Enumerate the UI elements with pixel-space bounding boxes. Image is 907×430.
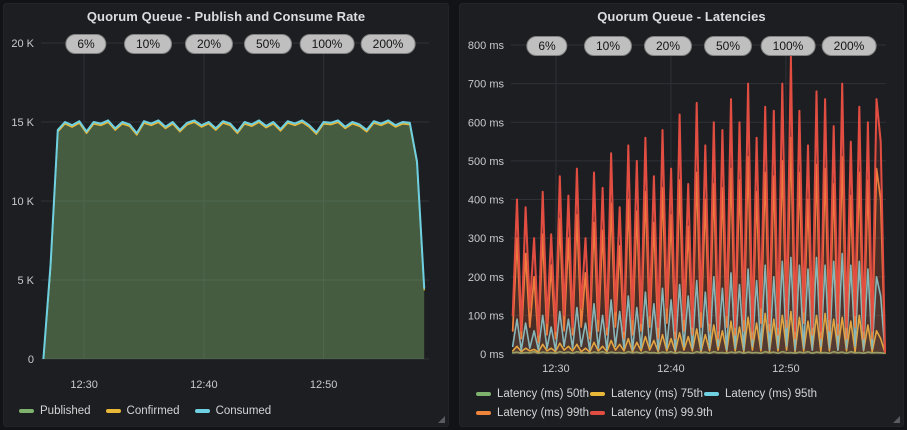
legend-swatch [590,392,605,396]
x-tick-label: 12:50 [310,379,338,391]
annotation-pill-20%[interactable]: 20% [184,34,234,54]
legend-swatch [19,409,34,413]
annotation-pill-50%[interactable]: 50% [703,36,753,56]
rate-chart-canvas[interactable]: 0 5 K 10 K 15 K 20 K 12:30 12:40 12:50 [4,4,450,428]
legend-label: Latency (ms) 95th [725,388,818,400]
x-tick-label: 12:50 [772,363,800,375]
legend-item[interactable]: Latency (ms) 99th [476,407,590,419]
y-tick-label: 20 K [11,38,34,50]
panel-latencies: Quorum Queue - Latencies 0 ms 100 ms 200 m… [459,3,904,427]
legend-item[interactable]: Latency (ms) 95th [704,388,818,400]
latency-chart-canvas[interactable]: 0 ms 100 ms 200 ms 300 ms 400 ms 500 ms 600 ms… [460,4,905,428]
panel-resize-handle[interactable] [438,416,445,423]
y-tick-label: 300 ms [468,233,505,245]
panel-resize-handle[interactable] [893,416,900,423]
series-line [42,119,426,359]
legend-swatch [704,392,719,396]
annotation-pill-200%[interactable]: 200% [821,36,877,56]
series-line [511,55,886,354]
y-tick-label: 0 [28,354,34,366]
y-tick-label: 5 K [17,275,34,287]
legend-swatch [590,411,605,415]
annotation-pill-100%[interactable]: 100% [760,36,816,56]
annotation-pill-20%[interactable]: 20% [643,36,693,56]
legend-item[interactable]: Consumed [194,405,272,417]
annotation-pill-10%[interactable]: 10% [123,34,173,54]
y-tick-label: 700 ms [468,79,505,91]
legend-swatch [105,409,121,413]
annotation-pill-100%[interactable]: 100% [299,34,355,54]
legend-item[interactable]: Published [19,405,91,417]
legend-item[interactable]: Confirmed [105,405,180,417]
annotation-pill-50%[interactable]: 50% [243,34,293,54]
legend-item[interactable]: Latency (ms) 50th [476,388,590,400]
annotation-pill-200%[interactable]: 200% [360,34,416,54]
legend-label: Published [40,405,91,417]
latency-chart-legend: Latency (ms) 50th Latency (ms) 75th Latenc… [476,388,818,419]
legend-item[interactable]: Latency (ms) 99.9th [590,407,713,419]
series-line [511,350,886,354]
x-tick-label: 12:30 [70,379,98,391]
y-tick-label: 100 ms [468,310,505,322]
series-fill [43,121,425,359]
panel-title[interactable]: Quorum Queue - Publish and Consume Rate [86,9,366,24]
panel-title[interactable]: Quorum Queue - Latencies [597,9,766,24]
annotation-pill-6%[interactable]: 6% [65,34,107,54]
legend-label: Consumed [215,405,272,417]
series-fill [512,253,885,354]
y-tick-label: 800 ms [468,40,505,52]
y-tick-label: 600 ms [468,117,505,129]
y-tick-label: 500 ms [468,156,505,168]
legend-label: Latency (ms) 99th [497,407,590,419]
rate-chart-legend: Published Confirmed Consumed [19,405,271,417]
legend-label: Latency (ms) 99.9th [611,407,713,419]
legend-item[interactable]: Latency (ms) 75th [590,388,704,400]
panel-publish-consume-rate: Quorum Queue - Publish and Consume Rate … [3,3,449,427]
legend-label: Confirmed [126,405,180,417]
series-line [511,310,886,354]
y-tick-label: 15 K [11,117,34,129]
x-tick-label: 12:40 [657,363,685,375]
legend-label: Latency (ms) 50th [497,388,590,400]
legend-swatch [476,411,491,415]
annotation-pill-6%[interactable]: 6% [526,36,568,56]
y-tick-label: 200 ms [468,272,505,284]
legend-swatch [194,409,210,413]
y-tick-label: 0 ms [480,349,504,361]
annotation-pill-10%[interactable]: 10% [583,36,633,56]
x-tick-label: 12:30 [542,363,570,375]
series-line [42,121,425,359]
legend-swatch [476,392,491,396]
y-tick-label: 400 ms [468,195,505,207]
x-tick-label: 12:40 [190,379,218,391]
series-line [511,252,886,353]
y-tick-label: 10 K [11,196,34,208]
legend-label: Latency (ms) 75th [611,388,704,400]
